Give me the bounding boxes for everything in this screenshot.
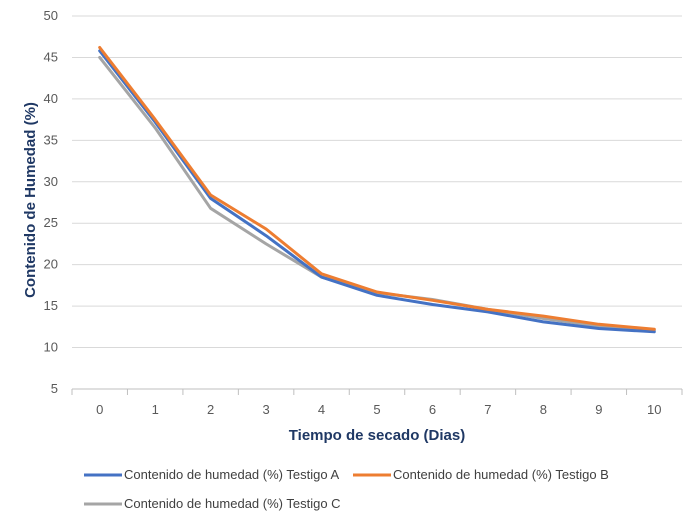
series-line-b [98, 46, 656, 331]
y-tick-label-35: 35 [44, 132, 58, 147]
y-tick-label-15: 15 [44, 298, 58, 313]
x-tick-label-8: 8 [540, 402, 547, 417]
x-tick-label-4: 4 [318, 402, 325, 417]
grid-layer [72, 15, 682, 349]
y-tick-label-5: 5 [51, 381, 58, 396]
x-axis-title: Tiempo de secado (Dias) [289, 427, 465, 444]
legend: Contenido de humedad (%) Testigo A Conten… [84, 467, 609, 511]
y-tick-label-25: 25 [44, 215, 58, 230]
x-tick-label-7: 7 [484, 402, 491, 417]
y-axis-title: Contenido de Humedad (%) [22, 102, 39, 298]
series-line-a [98, 49, 656, 334]
x-tick-label-6: 6 [429, 402, 436, 417]
x-tick-label-5: 5 [373, 402, 380, 417]
x-tick-label-9: 9 [595, 402, 602, 417]
y-tick-label-50: 50 [44, 8, 58, 23]
legend-label-c: Contenido de humedad (%) Testigo C [124, 496, 341, 511]
legend-label-b: Contenido de humedad (%) Testigo B [393, 467, 609, 482]
y-tick-label-30: 30 [44, 174, 58, 189]
x-tick-label-10: 10 [647, 402, 661, 417]
x-tick-label-0: 0 [96, 402, 103, 417]
y-tick-label-45: 45 [44, 49, 58, 64]
series-line-c [98, 55, 656, 332]
y-tick-label-10: 10 [44, 340, 58, 355]
legend-label-a: Contenido de humedad (%) Testigo A [124, 467, 339, 482]
series-layer [98, 46, 656, 334]
axis-layer [71, 388, 683, 395]
y-tick-label-20: 20 [44, 257, 58, 272]
y-tick-label-40: 40 [44, 91, 58, 106]
x-tick-label-2: 2 [207, 402, 214, 417]
x-tick-label-1: 1 [152, 402, 159, 417]
x-tick-label-3: 3 [262, 402, 269, 417]
